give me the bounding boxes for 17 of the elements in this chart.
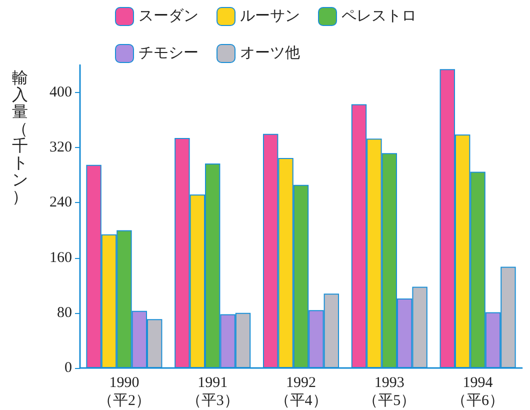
x-tick-label: 1993 （平5） bbox=[363, 375, 416, 409]
legend-label: チモシー bbox=[138, 46, 198, 62]
y-tick-label: 0 bbox=[64, 360, 72, 376]
legend-label: ペレストロ bbox=[342, 8, 416, 24]
y-tick-label: 400 bbox=[50, 84, 72, 101]
y-tick-label: 160 bbox=[50, 250, 72, 266]
x-tick-label: 1991 （平3） bbox=[186, 375, 239, 409]
legend-label: オーツ他 bbox=[240, 44, 300, 62]
y-tick-label: 320 bbox=[50, 140, 72, 156]
y-tick-label: 240 bbox=[50, 194, 72, 211]
legend-label: スーダン bbox=[138, 8, 198, 24]
x-tick-label: 1990 （平2） bbox=[98, 375, 150, 409]
x-tick-label: 1992 （平4） bbox=[274, 375, 328, 409]
y-axis-title: 輸入量（千トン） bbox=[12, 70, 28, 206]
y-tick-label: 80 bbox=[57, 304, 72, 321]
legend-label: ルーサン bbox=[240, 8, 300, 24]
x-tick-label: 1994 （平6） bbox=[452, 375, 504, 409]
